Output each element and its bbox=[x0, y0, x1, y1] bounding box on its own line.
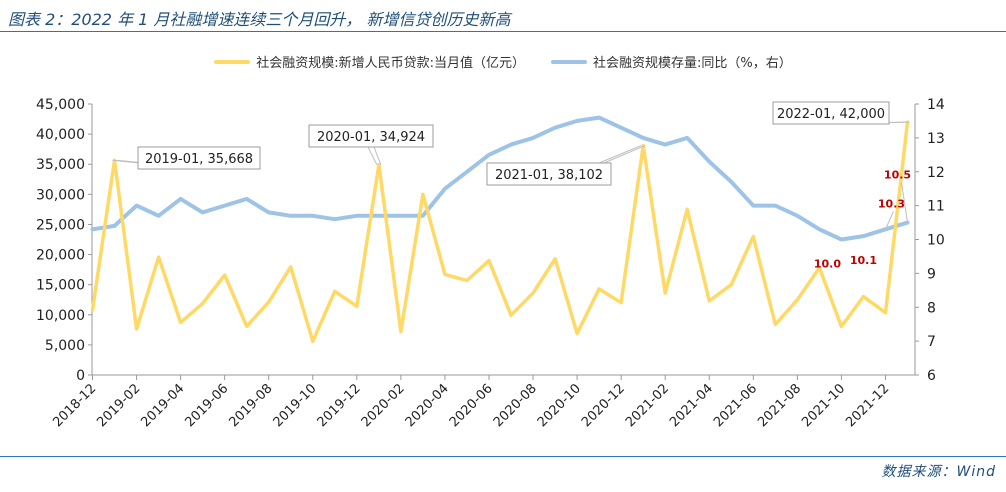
callout-label: 2019-01, 35,668 bbox=[145, 152, 253, 167]
growth-value-label: 10.1 bbox=[850, 254, 877, 267]
title-rule bbox=[0, 31, 1006, 32]
chart-canvas: 0 5,000 10,000 15,000 20,000 25,000 30,000 35,0… bbox=[36, 97, 945, 430]
x-tick-label: 2019-08 bbox=[227, 381, 276, 430]
legend-item-loans[interactable]: 社会融资规模:新增人民币贷款:当月值（亿元） bbox=[214, 52, 525, 71]
x-tick-label: 2020-06 bbox=[447, 381, 496, 430]
callout-box bbox=[308, 124, 434, 148]
left-tick-label: 45,000 bbox=[36, 97, 85, 113]
x-tick-label: 2021-04 bbox=[667, 381, 716, 430]
right-tick-label: 14 bbox=[927, 97, 945, 113]
page-title: 图表 2：2022 年 1 月社融增速连续三个月回升， 新增信贷创历史新高 bbox=[8, 10, 511, 29]
growth-value-label: 10.3 bbox=[878, 197, 905, 210]
callout-leader bbox=[367, 146, 378, 165]
x-tick-label: 2019-04 bbox=[138, 381, 187, 430]
footer-rule bbox=[0, 456, 1006, 457]
right-tick-label: 7 bbox=[927, 334, 936, 350]
legend-swatch-loans bbox=[214, 59, 251, 64]
callout-box bbox=[772, 101, 890, 125]
right-tick-label: 13 bbox=[927, 131, 945, 147]
callout-leader bbox=[373, 146, 382, 165]
right-tick-label: 6 bbox=[927, 368, 936, 384]
right-tick-label: 9 bbox=[927, 266, 936, 282]
right-tick-label: 11 bbox=[927, 199, 945, 215]
x-tick-label: 2021-12 bbox=[843, 381, 892, 430]
right-tick-label: 10 bbox=[927, 233, 945, 249]
red-label-leader bbox=[885, 211, 894, 230]
legend-swatch-growth bbox=[551, 59, 588, 64]
left-tick-label: 5,000 bbox=[45, 338, 85, 354]
red-label-leader bbox=[901, 182, 908, 223]
left-tick-label: 30,000 bbox=[36, 187, 85, 203]
left-tick-label: 25,000 bbox=[36, 217, 85, 233]
left-tick-label: 35,000 bbox=[36, 157, 85, 173]
x-tick-label: 2021-06 bbox=[711, 381, 760, 430]
legend-label-growth: 社会融资规模存量:同比（%，右） bbox=[593, 56, 792, 71]
left-tick-label: 0 bbox=[76, 368, 85, 384]
series-line-new-rmb-loans bbox=[90, 120, 910, 343]
x-tick-label: 2020-10 bbox=[535, 381, 584, 430]
x-tick-label: 2020-04 bbox=[403, 381, 452, 430]
right-tick-label: 8 bbox=[927, 300, 936, 316]
x-tick-label: 2019-10 bbox=[271, 381, 320, 430]
x-tick-label: 2019-06 bbox=[182, 381, 231, 430]
x-tick-label: 2020-12 bbox=[579, 381, 628, 430]
legend-label-loans: 社会融资规模:新增人民币贷款:当月值（亿元） bbox=[256, 56, 526, 71]
callout-label: 2021-01, 38,102 bbox=[495, 168, 603, 183]
growth-value-label: 10.5 bbox=[884, 169, 911, 182]
x-tick-label: 2021-10 bbox=[799, 381, 848, 430]
chart-legend: 社会融资规模:新增人民币贷款:当月值（亿元） 社会融资规模存量:同比（%，右） bbox=[0, 52, 1006, 71]
growth-value-label: 10.0 bbox=[814, 258, 841, 271]
left-tick-label: 15,000 bbox=[36, 278, 85, 294]
source-note: 数据来源：Wind bbox=[881, 464, 996, 480]
callout-box bbox=[486, 162, 612, 186]
legend-item-growth[interactable]: 社会融资规模存量:同比（%，右） bbox=[551, 52, 792, 71]
callout-box bbox=[137, 146, 261, 170]
x-tick-label: 2018-12 bbox=[50, 381, 99, 430]
left-tick-label: 20,000 bbox=[36, 248, 85, 264]
x-tick-label: 2020-02 bbox=[359, 381, 408, 430]
callout-label: 2022-01, 42,000 bbox=[777, 107, 885, 122]
left-tick-label: 40,000 bbox=[36, 127, 85, 143]
series-line-social-financing-growth bbox=[90, 115, 910, 242]
x-tick-label: 2020-08 bbox=[491, 381, 540, 430]
left-tick-label: 10,000 bbox=[36, 308, 85, 324]
x-tick-label: 2021-02 bbox=[623, 381, 672, 430]
callout-label: 2020-01, 34,924 bbox=[317, 130, 425, 145]
x-tick-label: 2019-12 bbox=[315, 381, 364, 430]
x-tick-label: 2019-02 bbox=[94, 381, 143, 430]
x-tick-label: 2021-08 bbox=[755, 381, 804, 430]
right-tick-label: 12 bbox=[927, 165, 945, 181]
